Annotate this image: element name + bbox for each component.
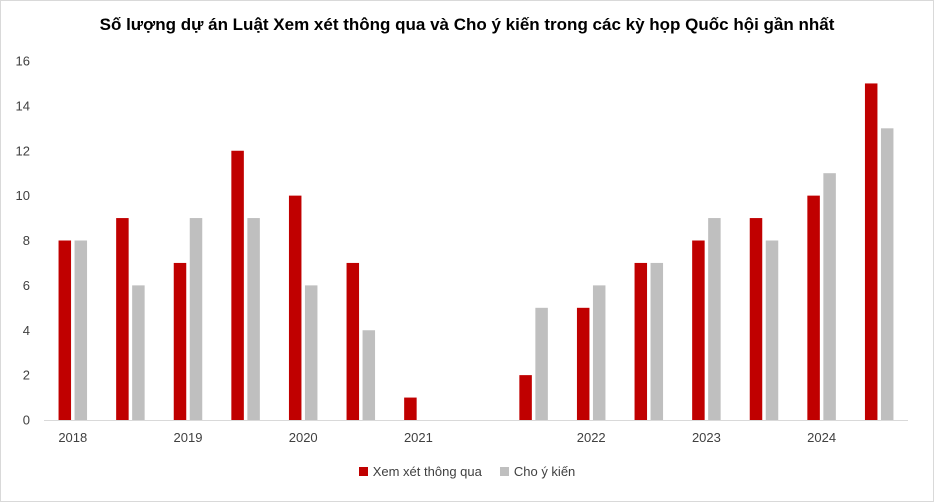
bar-cho-y-kien: [650, 262, 664, 420]
x-tick-label: 2024: [807, 430, 836, 445]
legend-item-cho-y-kien: Cho ý kiến: [499, 464, 576, 479]
bar-cho-y-kien: [535, 307, 548, 420]
x-tick-label: 2022: [577, 430, 606, 445]
legend-label-xem-xet: Xem xét thông qua: [372, 464, 482, 479]
legend: Xem xét thông qua Cho ý kiến: [0, 464, 934, 479]
bar-cho-y-kien: [592, 285, 606, 420]
y-tick-label: 2: [23, 368, 30, 383]
bar-cho-y-kien: [708, 218, 721, 420]
bar-cho-y-kien: [823, 173, 836, 420]
y-tick-label: 12: [16, 143, 30, 158]
legend-item-xem-xet: Xem xét thông qua: [358, 464, 482, 479]
bar-cho-y-kien: [362, 330, 376, 420]
bar-xem-xet: [404, 397, 417, 420]
bar-xem-xet: [576, 307, 590, 420]
bar-cho-y-kien: [880, 128, 894, 420]
y-tick-label: 6: [23, 278, 30, 293]
x-tick-label: 2018: [58, 430, 87, 445]
legend-swatch-xem-xet: [358, 467, 368, 476]
bar-xem-xet: [288, 195, 302, 420]
bar-cho-y-kien: [765, 240, 779, 420]
bar-xem-xet: [634, 262, 648, 420]
bar-cho-y-kien: [247, 218, 260, 420]
bar-xem-xet: [519, 375, 532, 420]
y-tick-label: 4: [23, 323, 30, 338]
bar-xem-xet: [692, 240, 705, 420]
bar-xem-xet: [807, 195, 820, 420]
x-tick-label: 2019: [174, 430, 203, 445]
y-tick-label: 16: [16, 54, 30, 69]
bar-xem-xet: [58, 240, 72, 420]
bar-cho-y-kien: [189, 218, 203, 420]
x-tick-label: 2020: [289, 430, 318, 445]
bar-xem-xet: [231, 150, 244, 420]
bar-xem-xet: [864, 83, 878, 420]
x-tick-label: 2023: [692, 430, 721, 445]
legend-swatch-cho-y-kien: [499, 467, 509, 476]
bar-cho-y-kien: [132, 285, 145, 420]
y-tick-label: 8: [23, 233, 30, 248]
bar-cho-y-kien: [74, 240, 88, 420]
bar-xem-xet: [346, 262, 360, 420]
y-tick-label: 0: [23, 413, 30, 428]
y-tick-label: 14: [16, 98, 30, 113]
x-tick-label: 2021: [404, 430, 433, 445]
legend-label-cho-y-kien: Cho ý kiến: [513, 464, 576, 479]
bar-xem-xet: [749, 218, 763, 420]
bar-cho-y-kien: [304, 285, 318, 420]
bar-xem-xet: [173, 262, 187, 420]
chart-title: Số lượng dự án Luật Xem xét thông qua và…: [99, 15, 835, 34]
y-tick-label: 10: [16, 188, 30, 203]
bar-xem-xet: [116, 218, 129, 420]
